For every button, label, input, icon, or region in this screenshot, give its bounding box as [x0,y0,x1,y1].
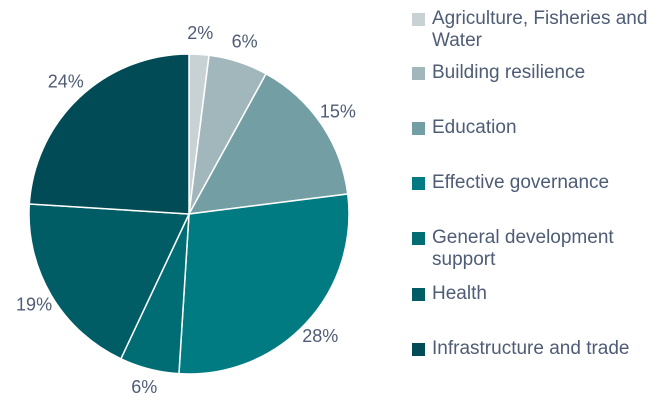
legend-item: Agriculture, Fisheries and Water [412,8,662,52]
data-label: 28% [302,326,338,346]
legend-swatch [412,122,425,135]
data-label: 24% [48,72,84,92]
legend-label: Health [432,283,487,304]
legend-item: Infrastructure and trade [412,338,662,360]
legend-swatch [412,67,425,80]
data-label: 2% [187,23,213,43]
legend-swatch [412,13,425,26]
legend-swatch [412,232,425,245]
data-label: 6% [232,32,258,52]
legend-item: Health [412,283,662,305]
legend-label: Education [432,117,517,138]
legend-swatch [412,343,425,356]
data-label: 6% [131,377,157,397]
legend-item: General development support [412,227,662,271]
data-label: 15% [320,102,356,122]
pie-slice [178,193,350,375]
legend-item: Education [412,117,662,139]
legend-label: General development support [432,227,614,270]
legend-label: Infrastructure and trade [432,338,630,359]
legend-swatch [412,177,425,190]
legend-label: Agriculture, Fisheries and Water [432,8,648,51]
legend-item: Building resilience [412,62,662,84]
data-label: 19% [16,294,52,314]
pie-slice [28,203,191,360]
legend-label: Effective governance [432,172,610,193]
legend-item: Effective governance [412,172,662,194]
pie-slice [187,72,349,215]
legend-swatch [412,288,425,301]
pie-slice [28,53,190,215]
legend-label: Building resilience [432,62,586,83]
